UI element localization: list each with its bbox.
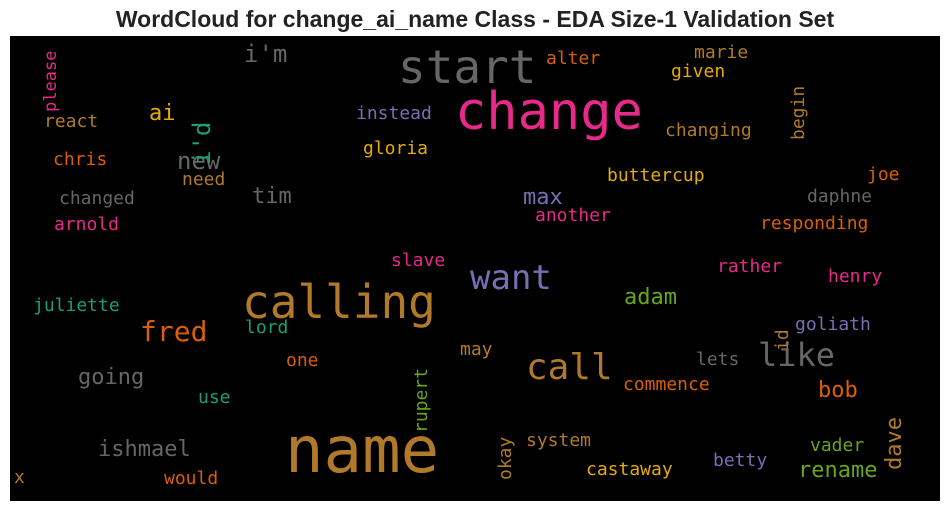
word-one: one	[286, 350, 319, 371]
word-commence: commence	[623, 374, 710, 395]
word-goliath: goliath	[795, 314, 871, 335]
word-ishmael: ishmael	[98, 437, 191, 462]
word-may: may	[460, 339, 493, 360]
word-need: need	[182, 169, 226, 190]
word-okay: okay	[495, 436, 516, 480]
word-another: another	[535, 205, 611, 226]
word-daphne: daphne	[807, 186, 873, 207]
word-buttercup: buttercup	[607, 165, 705, 186]
word-i-d: i'd	[188, 121, 216, 165]
word-x: x	[14, 467, 25, 488]
word-tim: tim	[252, 184, 292, 209]
word-gloria: gloria	[363, 138, 429, 159]
word-call: call	[526, 347, 613, 388]
word-chris: chris	[53, 149, 108, 170]
word-slave: slave	[391, 250, 446, 271]
word-ai: ai	[149, 101, 176, 126]
word-start: start	[398, 40, 537, 94]
word-use: use	[198, 387, 231, 408]
word-fred: fred	[140, 315, 208, 348]
word-lets: lets	[696, 349, 740, 370]
word-would: would	[164, 468, 219, 489]
word-rename: rename	[798, 458, 878, 483]
word-please: please	[41, 50, 61, 112]
word-adam: adam	[624, 285, 677, 310]
word-id: id	[772, 329, 793, 351]
word-want: want	[470, 258, 552, 298]
word-max: max	[523, 185, 563, 210]
word-new: new	[177, 147, 221, 175]
word-juliette: juliette	[33, 295, 120, 316]
word-castaway: castaway	[586, 459, 673, 480]
word-going: going	[78, 365, 145, 390]
word-change: change	[455, 82, 643, 142]
word-system: system	[526, 430, 592, 451]
word-changed: changed	[59, 188, 135, 209]
word-begin: begin	[788, 85, 809, 140]
word-dave: dave	[882, 417, 907, 470]
word-lord: lord	[245, 317, 289, 338]
wordcloud-canvas: name calling change start want call like fred ne…	[10, 36, 940, 501]
word-calling: calling	[242, 275, 436, 329]
word-arnold: arnold	[54, 214, 120, 235]
word-henry: henry	[828, 266, 883, 287]
word-rather: rather	[717, 256, 783, 277]
word-rupert: rupert	[411, 367, 432, 433]
word-joe: joe	[867, 164, 900, 185]
word-instead: instead	[356, 103, 432, 124]
word-betty: betty	[713, 450, 768, 471]
word-bob: bob	[818, 378, 858, 403]
word-i-m: i'm	[244, 40, 288, 68]
word-marie: marie	[694, 42, 749, 63]
word-alter: alter	[546, 48, 601, 69]
word-name: name	[285, 414, 440, 488]
word-given: given	[671, 61, 726, 82]
word-changing: changing	[665, 120, 752, 141]
chart-title: WordCloud for change_ai_name Class - EDA…	[115, 6, 835, 32]
word-responding: responding	[760, 213, 869, 234]
word-like: like	[758, 336, 836, 374]
word-vader: vader	[810, 435, 865, 456]
word-react: react	[44, 111, 99, 132]
